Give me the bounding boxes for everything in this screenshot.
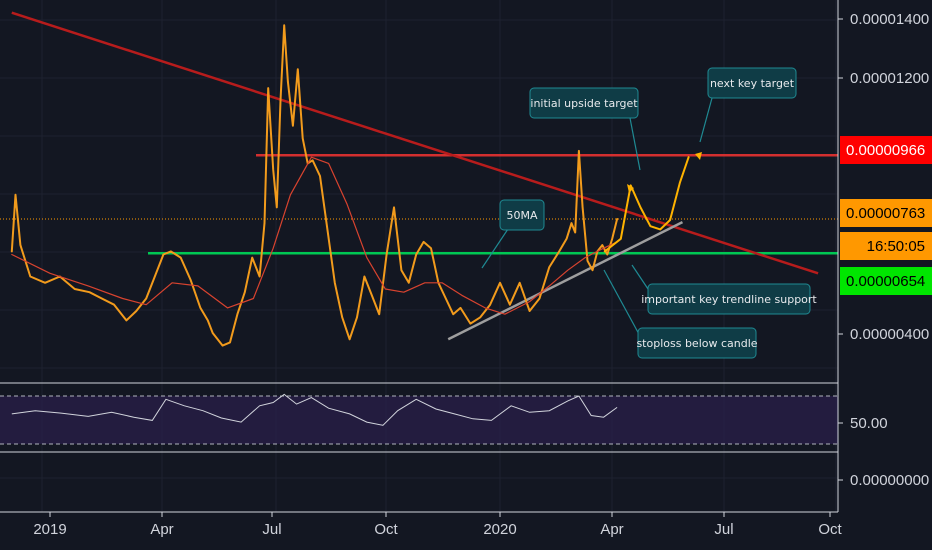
series-line-0	[10, 24, 619, 347]
horizontal-levels	[0, 154, 838, 255]
callout-stoploss: stoploss below candle	[636, 327, 758, 359]
price-tag-bg-1	[840, 199, 932, 227]
series-line-2	[603, 156, 690, 253]
callout-text: next key target	[710, 77, 795, 90]
callout-box	[707, 67, 797, 99]
trendline-1	[447, 221, 684, 341]
rsi-band	[0, 396, 838, 444]
arrowhead-2	[695, 152, 702, 160]
rsi-axis-ticks: 50.00 0.00000000	[838, 415, 929, 489]
callout-text: initial upside target	[530, 97, 638, 110]
trendline-0	[11, 11, 819, 275]
rsi-tick-label-1: 0.00000000	[850, 472, 929, 489]
callout-next-key-target: next key target	[707, 67, 797, 99]
callout-initial-upside-target: initial upside target	[529, 87, 639, 119]
callout-box	[499, 199, 545, 231]
series-line-1	[11, 156, 618, 315]
annotations	[481, 97, 713, 337]
price-tag-label-0: 0.00000966	[846, 142, 925, 159]
rsi-line	[11, 393, 618, 426]
price-tag-bg-3	[840, 267, 932, 295]
price-tag-bg-0	[840, 136, 932, 164]
price-tag-bg-2	[840, 232, 932, 260]
x-tick-label-4: 2020	[483, 521, 516, 538]
arrowhead-1	[627, 184, 634, 193]
x-tick-label-2: Jul	[262, 521, 281, 538]
y-tick-label-0: 0.00001400	[850, 11, 929, 28]
x-tick-label-1: Apr	[150, 521, 173, 538]
x-tick-label-3: Oct	[374, 521, 398, 538]
x-axis-ticks: 2019 Apr Jul Oct 2020 Apr Jul Oct	[33, 512, 842, 538]
price-tag-label-2: 16:50:05	[867, 238, 925, 255]
callout-pointer-initial-target	[629, 117, 641, 171]
arrowheads	[627, 152, 702, 193]
y-tick-label-2: 0.00000400	[850, 326, 929, 343]
callout-pointer-stoploss	[603, 269, 641, 337]
callout-text: stoploss below candle	[636, 337, 757, 350]
callout-box	[647, 283, 811, 315]
x-tick-label-7: Oct	[818, 521, 842, 538]
callout-pointer-trendline	[631, 264, 651, 293]
callout-box	[529, 87, 639, 119]
x-tick-label-5: Apr	[600, 521, 623, 538]
x-tick-label-0: 2019	[33, 521, 66, 538]
y-axis-ticks: 0.00001400 0.00001200 0.00000400	[838, 11, 929, 343]
price-tags: 0.00000966 0.00000763 16:50:05 0.00000654	[840, 136, 932, 295]
callout-trendline-support: important key trendline support	[641, 283, 817, 315]
callout-text: 50MA	[506, 209, 537, 222]
series-lines	[10, 24, 690, 347]
price-tag-label-3: 0.00000654	[846, 273, 925, 290]
callout-pointer-next-target	[699, 97, 713, 143]
callout-pointer-50ma	[481, 225, 511, 269]
callout-box	[637, 327, 757, 359]
trendlines	[11, 11, 819, 341]
rsi-tick-label-0: 50.00	[850, 415, 888, 432]
callout-text: important key trendline support	[641, 293, 817, 306]
callout-50ma: 50MA	[499, 199, 545, 231]
y-tick-label-1: 0.00001200	[850, 70, 929, 87]
rsi-series	[11, 393, 618, 426]
x-tick-label-6: Jul	[714, 521, 733, 538]
price-tag-label-1: 0.00000763	[846, 205, 925, 222]
